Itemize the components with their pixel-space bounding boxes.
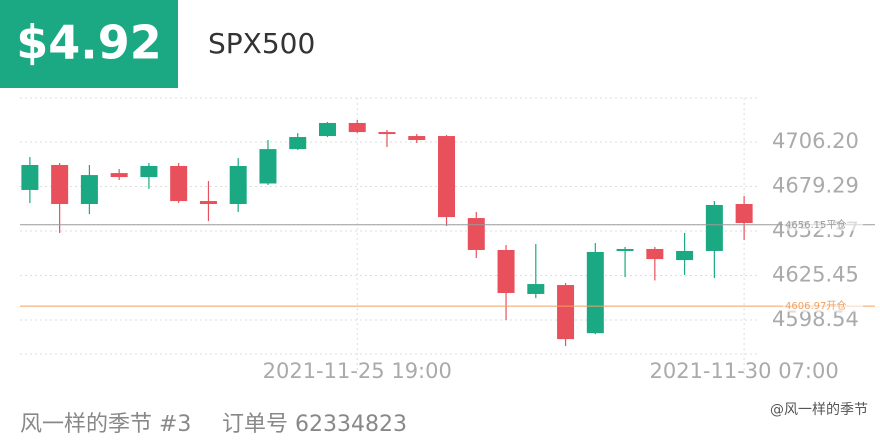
candle-body	[51, 164, 69, 205]
reference-label-bg	[783, 217, 863, 231]
reference-label: 4656.15平仓	[785, 218, 846, 231]
reference-label: 4606.97开仓	[785, 299, 846, 312]
candle-body	[438, 136, 456, 218]
candle-body	[705, 204, 723, 251]
plot: 4706.204679.294652.374625.454598.542021-…	[20, 97, 875, 383]
pnl-badge	[0, 0, 178, 88]
y-tick-label: 4679.29	[772, 173, 859, 197]
candle-body	[170, 165, 188, 202]
footer-user: 风一样的季节 #3	[20, 412, 191, 437]
candle-body	[140, 165, 158, 178]
pnl: $4.92	[16, 16, 162, 70]
candle-body	[735, 204, 753, 224]
candle-body	[497, 249, 515, 293]
footer-order: 订单号 62334823	[222, 412, 407, 437]
candle-body	[408, 136, 426, 141]
candle-body	[229, 165, 247, 205]
x-tick-label: 2021-11-30 07:00	[649, 359, 838, 383]
candle-body	[586, 251, 604, 334]
candle-body	[21, 164, 39, 190]
watermark: @风一样的季节	[770, 402, 868, 418]
candle-body	[199, 201, 217, 205]
candle-body	[110, 173, 128, 178]
candle-body	[527, 284, 545, 294]
candle-body	[467, 218, 485, 250]
candle-body	[646, 248, 664, 260]
y-tick-label: 4706.20	[772, 129, 859, 153]
candle-body	[80, 175, 98, 205]
symbol: SPX500	[208, 27, 315, 60]
candle-body	[259, 149, 277, 184]
candle-body	[348, 122, 366, 133]
candle-body	[378, 132, 396, 135]
candle-body	[616, 248, 634, 251]
reference-label-bg	[783, 299, 863, 313]
candle-body	[318, 122, 336, 137]
candle-body	[557, 285, 575, 340]
candle-body	[676, 250, 694, 261]
x-tick-label: 2021-11-25 19:00	[263, 359, 452, 383]
candle-body	[289, 137, 307, 150]
y-tick-label: 4625.45	[772, 263, 859, 287]
